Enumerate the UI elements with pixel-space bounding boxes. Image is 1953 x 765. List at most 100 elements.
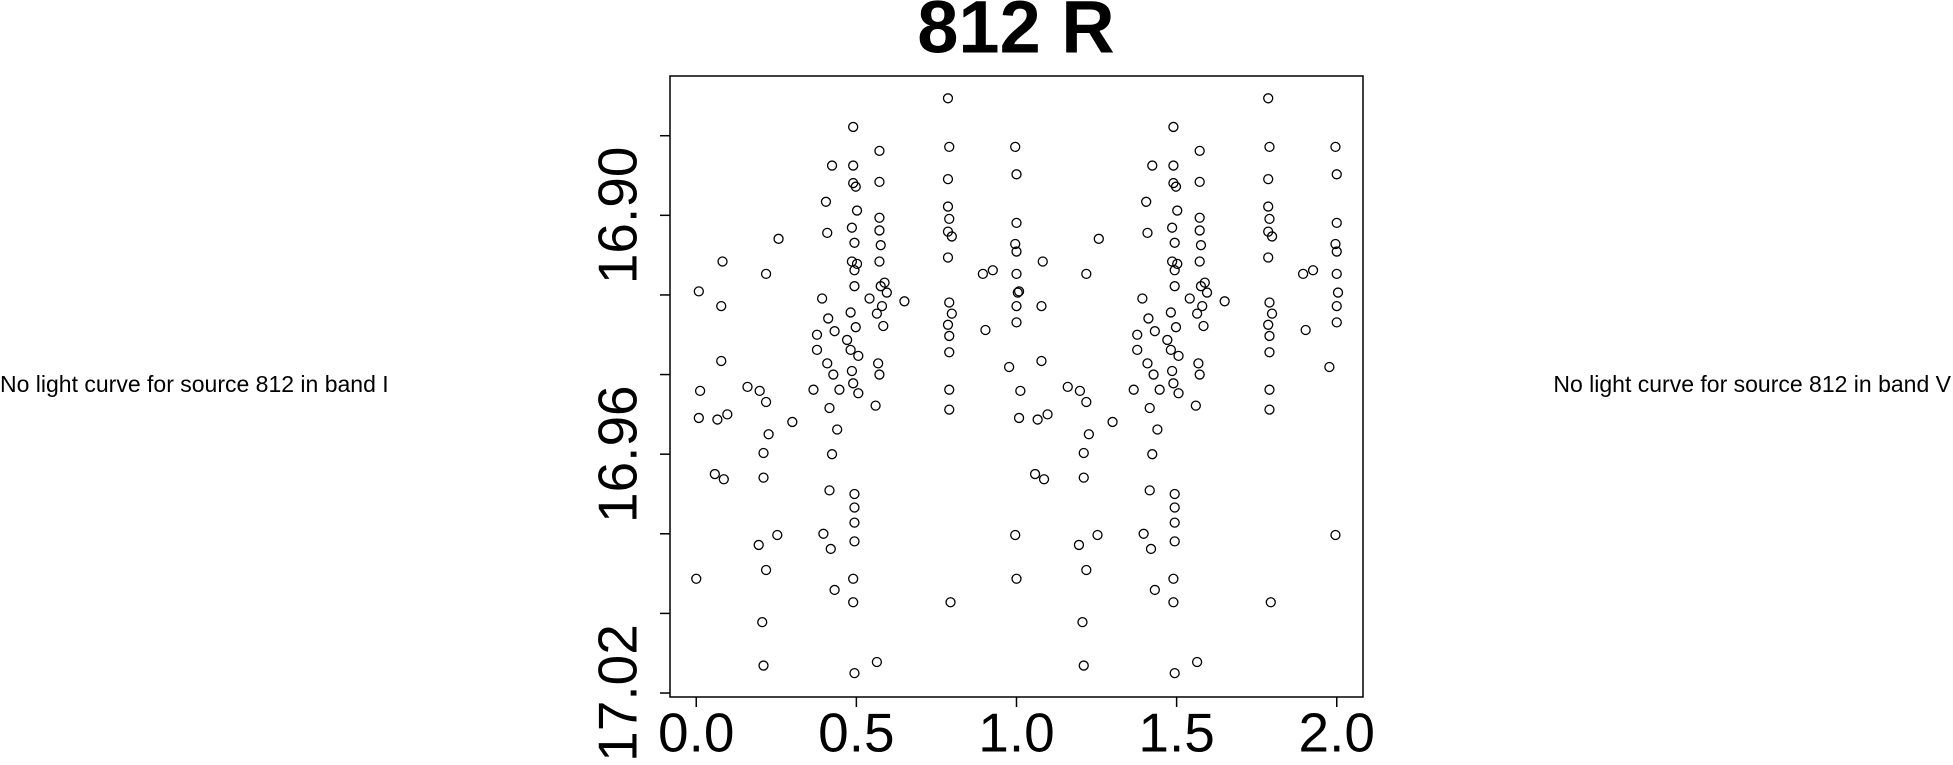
point [874, 369, 885, 380]
plot-frame [669, 75, 1364, 698]
point [1172, 205, 1183, 216]
point [1264, 141, 1275, 153]
point [1191, 308, 1203, 319]
point [849, 667, 860, 679]
point [829, 326, 840, 337]
left-note: No light curve for source 812 in band I [0, 371, 389, 397]
point [1038, 474, 1050, 485]
point [1137, 293, 1148, 304]
point [945, 597, 956, 608]
point [1083, 429, 1095, 440]
point [1154, 384, 1165, 395]
point [763, 429, 774, 440]
point [757, 617, 768, 628]
point [944, 141, 955, 153]
point [825, 543, 836, 555]
point [1263, 201, 1274, 212]
point [709, 468, 720, 480]
point [1193, 358, 1204, 369]
point [1307, 265, 1319, 276]
point [1165, 344, 1177, 356]
point [1162, 334, 1173, 346]
point [1194, 176, 1205, 188]
point [1168, 160, 1179, 171]
point [1032, 414, 1043, 425]
point [1010, 529, 1021, 541]
point [808, 384, 819, 395]
point [849, 281, 860, 292]
point [1011, 300, 1022, 312]
point [1168, 573, 1179, 584]
point [1169, 667, 1180, 679]
point [977, 268, 989, 279]
point [1169, 281, 1180, 292]
point [846, 222, 858, 233]
point [864, 293, 875, 304]
point [712, 414, 723, 425]
point [1011, 169, 1022, 180]
point [824, 485, 835, 496]
point [1011, 317, 1022, 328]
point [1011, 573, 1022, 584]
point [826, 449, 838, 460]
point [1170, 181, 1182, 192]
x-tick-label: 2.0 [1299, 702, 1375, 764]
point [946, 231, 957, 242]
point [1331, 169, 1342, 180]
point [849, 502, 860, 513]
point [851, 205, 863, 216]
point [1265, 597, 1276, 608]
point [1062, 381, 1073, 393]
point [849, 237, 860, 248]
point [1074, 385, 1086, 397]
point [876, 300, 888, 312]
point [841, 334, 853, 346]
point [1173, 350, 1184, 361]
point [826, 160, 838, 171]
point [822, 227, 833, 238]
point [1128, 384, 1139, 395]
point [693, 286, 704, 297]
point [1194, 145, 1205, 156]
point [722, 409, 733, 420]
point [816, 293, 828, 304]
point [1144, 485, 1155, 496]
point [1197, 300, 1208, 312]
point [773, 233, 784, 244]
point [1144, 402, 1155, 414]
point [1081, 268, 1092, 279]
point [1219, 296, 1230, 307]
point [1264, 347, 1275, 358]
point [942, 319, 954, 330]
point [1145, 543, 1157, 555]
point [1011, 217, 1022, 229]
point [1037, 256, 1048, 267]
y-tick-label: 16.90 [587, 147, 649, 285]
point [1132, 329, 1143, 340]
x-tick-label: 0.5 [818, 702, 894, 764]
point [1194, 256, 1205, 267]
point [811, 329, 823, 340]
point [1142, 358, 1153, 369]
point [1264, 330, 1275, 342]
point [878, 320, 889, 332]
point [1331, 300, 1342, 312]
point [1092, 529, 1103, 541]
point [1166, 222, 1178, 233]
point [1172, 258, 1183, 270]
point [1029, 468, 1041, 480]
point [1093, 233, 1104, 244]
x-tick-label: 1.0 [978, 702, 1054, 764]
point [874, 225, 885, 236]
point [758, 447, 769, 459]
point [693, 412, 704, 424]
point [899, 296, 910, 307]
point [1147, 449, 1158, 460]
point [879, 277, 890, 288]
point [1148, 369, 1159, 380]
point [742, 381, 753, 393]
point [1141, 196, 1152, 207]
point [1173, 388, 1184, 399]
point [942, 93, 954, 104]
point [1190, 400, 1201, 411]
